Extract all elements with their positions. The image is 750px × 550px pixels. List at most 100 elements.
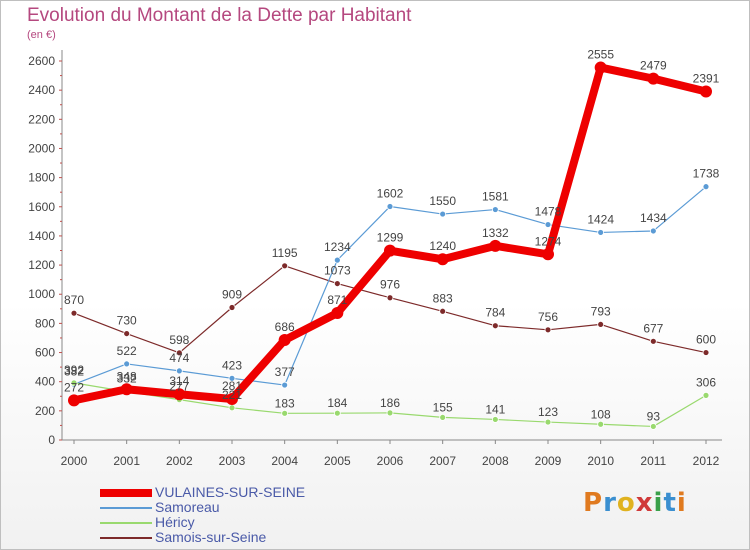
- data-point-h-ricy: [281, 409, 289, 417]
- data-point-samois-sur-seine: [597, 321, 605, 328]
- data-label-vulaines-sur-seine: 1274: [535, 234, 562, 248]
- data-label-vulaines-sur-seine: 1240: [429, 239, 456, 253]
- data-label-samois-sur-seine: 600: [696, 333, 716, 347]
- data-label-samois-sur-seine: 1073: [324, 264, 351, 278]
- data-point-samois-sur-seine: [228, 304, 236, 311]
- y-tick-label: 200: [35, 404, 55, 418]
- x-tick-label: 2003: [219, 454, 246, 468]
- data-point-samois-sur-seine: [333, 280, 341, 287]
- data-label-samois-sur-seine: 784: [485, 306, 505, 320]
- data-point-h-ricy: [544, 418, 552, 426]
- legend-label: VULAINES-SUR-SEINE: [155, 484, 306, 500]
- data-point-samoreau: [597, 229, 605, 236]
- data-label-vulaines-sur-seine: 348: [117, 369, 137, 383]
- data-label-h-ricy: 332: [117, 372, 137, 386]
- data-point-h-ricy: [386, 409, 394, 417]
- data-point-h-ricy: [649, 423, 657, 430]
- x-tick-label: 2010: [587, 454, 614, 468]
- data-point-vulaines-sur-seine: [700, 85, 712, 98]
- legend-swatch: [100, 537, 152, 539]
- data-point-vulaines-sur-seine: [68, 394, 80, 407]
- data-point-samoreau: [439, 210, 447, 218]
- data-point-samois-sur-seine: [123, 330, 131, 337]
- x-tick-label: 2006: [377, 454, 404, 468]
- data-label-vulaines-sur-seine: 272: [64, 380, 84, 394]
- data-point-samois-sur-seine: [439, 307, 447, 315]
- data-label-samois-sur-seine: 730: [117, 314, 137, 328]
- data-point-vulaines-sur-seine: [647, 72, 660, 85]
- data-label-h-ricy: 221: [222, 388, 242, 402]
- data-label-h-ricy: 93: [647, 409, 661, 423]
- y-tick-label: 2600: [28, 54, 55, 68]
- data-point-h-ricy: [228, 404, 236, 412]
- data-label-samois-sur-seine: 793: [591, 304, 611, 318]
- data-label-samoreau: 1434: [640, 211, 667, 225]
- data-label-samoreau: 522: [117, 344, 137, 358]
- data-point-samois-sur-seine: [544, 326, 552, 334]
- data-label-h-ricy: 306: [696, 375, 716, 389]
- data-label-vulaines-sur-seine: 1299: [377, 231, 404, 245]
- y-tick-label: 2000: [28, 141, 55, 155]
- x-tick-label: 2000: [61, 454, 88, 468]
- data-label-samoreau: 1234: [324, 240, 351, 254]
- data-point-h-ricy: [439, 414, 447, 421]
- legend-label: Héricy: [155, 514, 195, 530]
- data-point-samois-sur-seine: [491, 322, 499, 330]
- data-label-vulaines-sur-seine: 2391: [693, 71, 720, 85]
- data-label-vulaines-sur-seine: 686: [275, 320, 295, 334]
- data-label-samois-sur-seine: 677: [643, 321, 663, 335]
- data-point-samois-sur-seine: [386, 294, 394, 302]
- data-label-samoreau: 1581: [482, 190, 509, 204]
- legend-swatch: [100, 489, 152, 497]
- y-tick-label: 2400: [28, 83, 55, 97]
- data-point-samois-sur-seine: [70, 309, 78, 317]
- legend-label: Samois-sur-Seine: [155, 529, 267, 545]
- y-tick-label: 400: [35, 375, 55, 389]
- legend-item: Samoreau: [100, 500, 360, 515]
- data-label-samois-sur-seine: 756: [538, 310, 558, 324]
- data-point-samoreau: [333, 256, 341, 264]
- data-point-h-ricy: [491, 416, 499, 423]
- legend-item: Samois-sur-Seine: [100, 530, 360, 545]
- data-point-vulaines-sur-seine: [226, 393, 238, 406]
- data-label-samoreau: 1424: [587, 212, 614, 226]
- data-label-samoreau: 377: [275, 365, 295, 379]
- data-point-vulaines-sur-seine: [542, 248, 554, 261]
- data-point-samoreau: [175, 367, 183, 375]
- data-label-samois-sur-seine: 598: [169, 333, 189, 347]
- data-label-h-ricy: 108: [591, 407, 611, 421]
- data-label-samoreau: 1738: [693, 167, 720, 181]
- data-point-vulaines-sur-seine: [278, 334, 291, 347]
- chart-title: Evolution du Montant de la Dette par Hab…: [27, 5, 412, 26]
- x-tick-label: 2002: [166, 454, 193, 468]
- data-point-samoreau: [281, 381, 289, 389]
- data-point-samoreau: [491, 206, 499, 213]
- y-tick-label: 0: [48, 433, 55, 447]
- data-label-h-ricy: 277: [169, 380, 189, 394]
- data-label-samoreau: 423: [222, 358, 242, 372]
- data-point-samois-sur-seine: [175, 349, 183, 357]
- data-point-vulaines-sur-seine: [120, 383, 133, 396]
- data-point-vulaines-sur-seine: [331, 307, 344, 320]
- legend-item: Héricy: [100, 515, 360, 530]
- data-label-samoreau: 1550: [429, 194, 456, 208]
- x-tick-label: 2005: [324, 454, 351, 468]
- x-tick-label: 2009: [535, 454, 562, 468]
- chart-legend: VULAINES-SUR-SEINE Samoreau Héricy Samois-s…: [100, 485, 360, 545]
- data-point-h-ricy: [597, 420, 605, 428]
- chart-subtitle: (en €): [27, 29, 56, 41]
- data-point-h-ricy: [333, 409, 341, 417]
- data-point-samoreau: [544, 221, 552, 228]
- y-tick-label: 1800: [28, 171, 55, 185]
- data-point-vulaines-sur-seine: [384, 244, 396, 257]
- x-tick-label: 2012: [693, 454, 720, 468]
- data-point-vulaines-sur-seine: [173, 388, 186, 401]
- data-point-vulaines-sur-seine: [594, 61, 607, 74]
- data-label-vulaines-sur-seine: 2555: [587, 48, 614, 62]
- data-point-h-ricy: [702, 391, 710, 399]
- y-tick-label: 800: [35, 316, 55, 330]
- data-point-samois-sur-seine: [649, 337, 657, 345]
- data-point-samoreau: [228, 374, 236, 382]
